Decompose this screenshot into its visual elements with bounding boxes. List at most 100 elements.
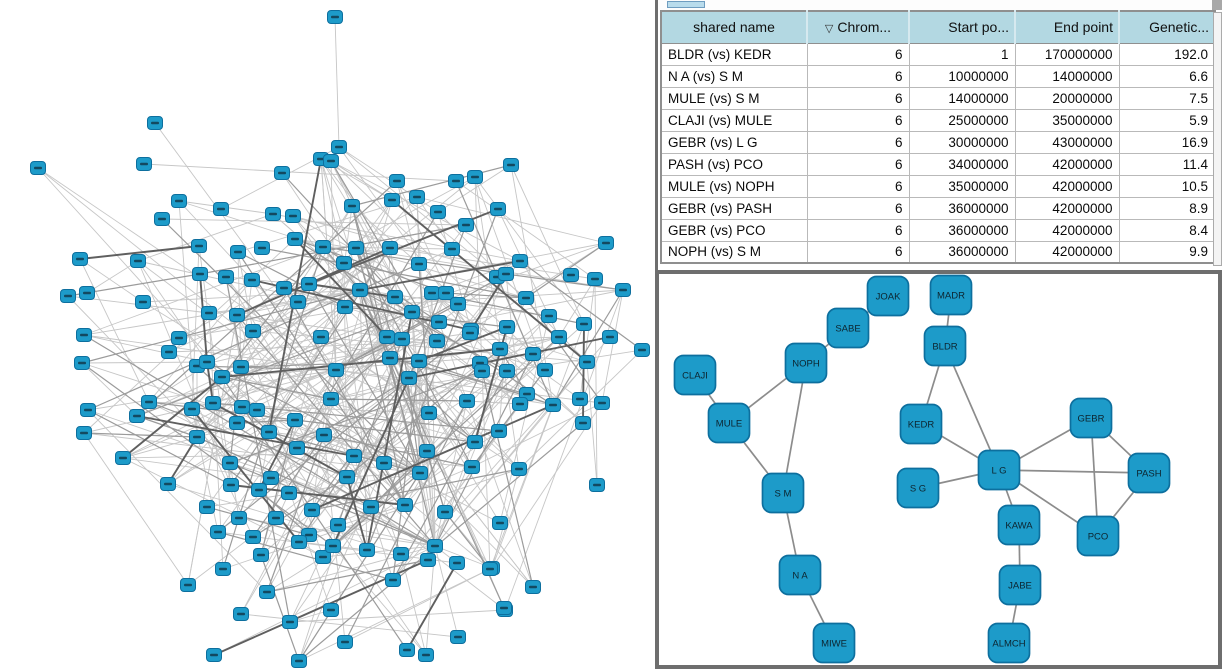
network-node[interactable] — [205, 396, 221, 410]
network-node[interactable] — [482, 562, 498, 576]
network-node-jabe[interactable]: JABE — [998, 564, 1042, 606]
table-row[interactable]: GEBR (vs) PCO 6 36000000 42000000 8.4 — [660, 218, 1216, 242]
network-node[interactable] — [161, 345, 177, 359]
network-node[interactable] — [222, 456, 238, 470]
network-node[interactable] — [135, 295, 151, 309]
network-node[interactable] — [429, 334, 445, 348]
network-node[interactable] — [291, 535, 307, 549]
column-header-3[interactable]: End point — [1015, 11, 1120, 44]
network-node[interactable] — [323, 154, 339, 168]
network-node[interactable] — [259, 585, 275, 599]
network-node-madr[interactable]: MADR — [929, 274, 973, 316]
network-node[interactable] — [421, 406, 437, 420]
network-node-s-g[interactable]: S G — [896, 467, 940, 509]
network-node[interactable] — [458, 218, 474, 232]
network-node[interactable] — [541, 309, 557, 323]
network-node[interactable] — [339, 470, 355, 484]
network-node[interactable] — [499, 320, 515, 334]
network-node[interactable] — [213, 202, 229, 216]
column-header-4[interactable]: Genetic... — [1119, 11, 1215, 44]
table-row[interactable]: GEBR (vs) PASH 6 36000000 42000000 8.9 — [660, 196, 1216, 220]
table-row[interactable]: GEBR (vs) L G 6 30000000 43000000 16.9 — [660, 130, 1216, 154]
network-edge[interactable] — [944, 345, 1000, 471]
network-node[interactable] — [136, 157, 152, 171]
table-hscrollbar[interactable] — [658, 0, 1222, 10]
network-node[interactable] — [290, 295, 306, 309]
network-node-kawa[interactable]: KAWA — [997, 504, 1041, 546]
network-node[interactable] — [191, 239, 207, 253]
network-node[interactable] — [79, 286, 95, 300]
network-node[interactable] — [337, 635, 353, 649]
network-node[interactable] — [594, 396, 610, 410]
column-header-0[interactable]: shared name — [661, 11, 808, 44]
network-node[interactable] — [411, 354, 427, 368]
network-node[interactable] — [389, 174, 405, 188]
network-node[interactable] — [331, 140, 347, 154]
network-node[interactable] — [315, 550, 331, 564]
network-node[interactable] — [233, 360, 249, 374]
network-node[interactable] — [328, 363, 344, 377]
network-node[interactable] — [448, 174, 464, 188]
network-node[interactable] — [301, 277, 317, 291]
table-vscrollbar[interactable] — [1213, 12, 1222, 266]
network-node[interactable] — [291, 654, 307, 668]
network-node[interactable] — [287, 232, 303, 246]
network-node[interactable] — [289, 441, 305, 455]
network-node[interactable] — [265, 207, 281, 221]
network-node[interactable] — [141, 395, 157, 409]
network-node-l-g[interactable]: L G — [977, 449, 1021, 491]
network-node[interactable] — [427, 539, 443, 553]
network-node[interactable] — [525, 347, 541, 361]
network-node[interactable] — [511, 462, 527, 476]
network-node[interactable] — [503, 158, 519, 172]
network-node[interactable] — [254, 241, 270, 255]
network-node-mule[interactable]: MULE — [707, 402, 751, 444]
overview-network-panel[interactable] — [0, 0, 655, 669]
network-node[interactable] — [575, 416, 591, 430]
network-node-bldr[interactable]: BLDR — [923, 325, 967, 367]
network-node[interactable] — [490, 202, 506, 216]
network-node[interactable] — [492, 516, 508, 530]
network-node[interactable] — [244, 273, 260, 287]
network-node[interactable] — [304, 503, 320, 517]
network-node[interactable] — [281, 486, 297, 500]
network-node[interactable] — [206, 648, 222, 662]
network-node-s-m[interactable]: S M — [761, 472, 805, 514]
network-node[interactable] — [327, 10, 343, 24]
network-node[interactable] — [218, 270, 234, 284]
network-node[interactable] — [411, 257, 427, 271]
network-node[interactable] — [234, 400, 250, 414]
network-node-gebr[interactable]: GEBR — [1069, 397, 1113, 439]
network-node[interactable] — [401, 371, 417, 385]
table-row[interactable]: MULE (vs) NOPH 6 35000000 42000000 10.5 — [660, 174, 1216, 198]
network-node-pco[interactable]: PCO — [1076, 515, 1120, 557]
network-node[interactable] — [467, 170, 483, 184]
network-node[interactable] — [409, 190, 425, 204]
network-node[interactable] — [268, 511, 284, 525]
network-node[interactable] — [589, 478, 605, 492]
network-node[interactable] — [587, 272, 603, 286]
scrollbar-corner[interactable] — [1212, 0, 1222, 10]
network-node-claji[interactable]: CLAJI — [673, 354, 717, 396]
network-node[interactable] — [230, 245, 246, 259]
network-edge[interactable] — [782, 362, 807, 494]
network-node[interactable] — [437, 505, 453, 519]
network-node[interactable] — [498, 267, 514, 281]
network-node[interactable] — [382, 351, 398, 365]
network-node[interactable] — [76, 328, 92, 342]
network-node[interactable] — [233, 607, 249, 621]
network-node[interactable] — [147, 116, 163, 130]
network-node[interactable] — [129, 409, 145, 423]
network-node[interactable] — [330, 518, 346, 532]
network-node-n-a[interactable]: N A — [778, 554, 822, 596]
network-node[interactable] — [76, 426, 92, 440]
network-node[interactable] — [399, 643, 415, 657]
network-node[interactable] — [337, 300, 353, 314]
network-node[interactable] — [214, 370, 230, 384]
network-node[interactable] — [602, 330, 618, 344]
network-node[interactable] — [563, 268, 579, 282]
network-node[interactable] — [450, 630, 466, 644]
network-node[interactable] — [615, 283, 631, 297]
network-node[interactable] — [316, 428, 332, 442]
network-node[interactable] — [184, 402, 200, 416]
